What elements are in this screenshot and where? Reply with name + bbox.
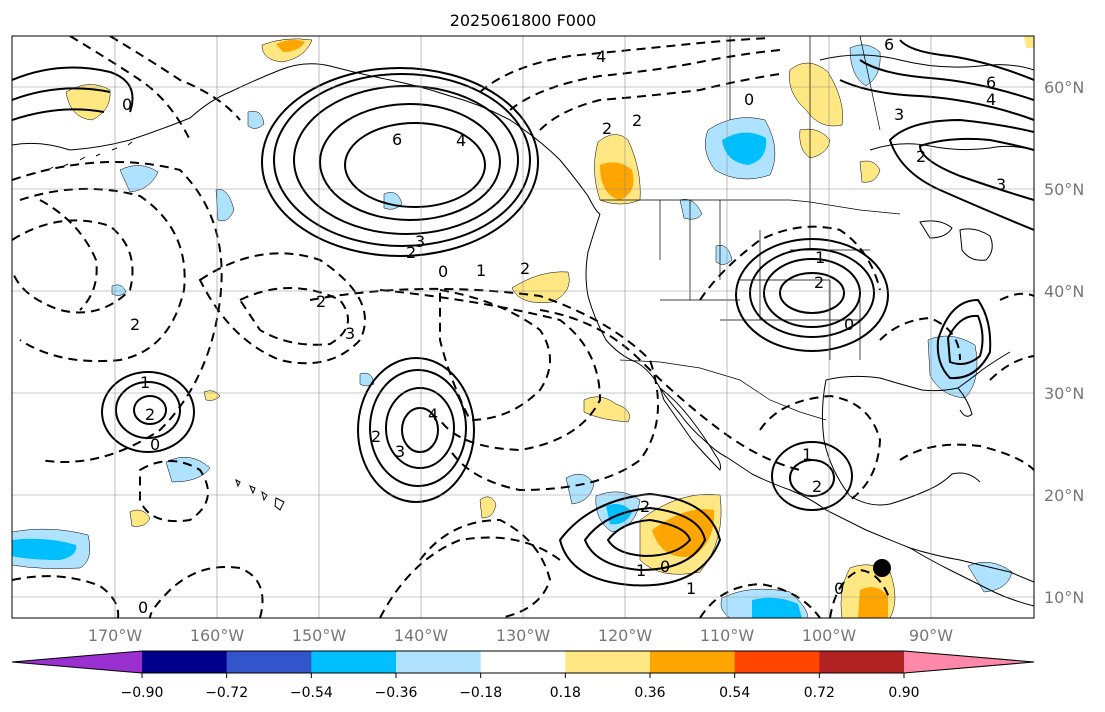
contour-label: 0 bbox=[150, 435, 160, 454]
contour-label: 1 bbox=[636, 561, 646, 580]
lat-label: 30°N bbox=[1044, 384, 1084, 403]
colorbar-tick-label: −0.18 bbox=[459, 685, 502, 701]
colorbar-tick-label: −0.72 bbox=[205, 685, 248, 701]
contour-label: 4 bbox=[456, 131, 466, 150]
lat-label: 10°N bbox=[1044, 588, 1084, 607]
contour-label: 3 bbox=[894, 105, 904, 124]
contour-label: 1 bbox=[140, 373, 150, 392]
contour-label: 2 bbox=[520, 259, 530, 278]
contour-label: 2 bbox=[814, 273, 824, 292]
colorbar-tick-label: −0.54 bbox=[290, 685, 333, 701]
contour-label: 0 bbox=[660, 557, 670, 576]
contour-label: 3 bbox=[395, 442, 405, 461]
positive-contours bbox=[12, 39, 1034, 587]
colorbar-tick-label: −0.90 bbox=[121, 685, 164, 701]
contour-label: 0 bbox=[438, 262, 448, 281]
contour-label: 2 bbox=[602, 119, 612, 138]
contour-label: 4 bbox=[428, 405, 438, 424]
latitude-labels: 60°N 50°N 40°N 30°N 20°N 10°N bbox=[1044, 78, 1084, 607]
lon-label: 170°W bbox=[88, 626, 143, 645]
contour-label: 2 bbox=[130, 315, 140, 334]
location-marker bbox=[873, 559, 891, 577]
colorbar-segment bbox=[396, 651, 482, 673]
colorbar-ticks: −0.90 −0.72 −0.54 −0.36 −0.18 0.18 0.36 0.54 0.7… bbox=[121, 673, 920, 701]
contour-labels: 6 4 3 2 1 2 0 4 3 2 1 2 0 1 2 0 1 2 2 3 … bbox=[122, 35, 1006, 617]
contour-label: 0 bbox=[138, 598, 148, 617]
contour-label: 2 bbox=[371, 427, 381, 446]
colorbar-tick-label: 0.36 bbox=[634, 685, 665, 701]
contour-label: 6 bbox=[986, 73, 996, 92]
contour-label: 3 bbox=[415, 232, 425, 251]
borders bbox=[600, 36, 901, 421]
contour-label: 2 bbox=[812, 477, 822, 496]
contour-label: 3 bbox=[345, 324, 355, 343]
shading bbox=[12, 36, 1034, 618]
contour-label: 6 bbox=[884, 35, 894, 54]
colorbar-tick-label: −0.36 bbox=[375, 685, 418, 701]
lon-label: 150°W bbox=[292, 626, 347, 645]
lon-label: 130°W bbox=[496, 626, 551, 645]
lon-label: 140°W bbox=[394, 626, 449, 645]
contour-label: 0 bbox=[122, 95, 132, 114]
contour-label: 2 bbox=[916, 147, 926, 166]
colorbar-tick-label: 0.54 bbox=[719, 685, 750, 701]
colorbar-segment bbox=[311, 651, 397, 673]
colorbar-segment bbox=[142, 651, 228, 673]
lat-label: 20°N bbox=[1044, 486, 1084, 505]
contour-label: 2 bbox=[640, 497, 650, 516]
contour-label: 1 bbox=[686, 579, 696, 598]
contour-label: 0 bbox=[834, 579, 844, 598]
colorbar-tick-label: 0.72 bbox=[804, 685, 835, 701]
contour-label: 2 bbox=[406, 243, 416, 262]
lat-label: 40°N bbox=[1044, 282, 1084, 301]
lon-label: 120°W bbox=[598, 626, 653, 645]
contour-label: 0 bbox=[744, 90, 754, 109]
lat-label: 50°N bbox=[1044, 180, 1084, 199]
contour-label: 6 bbox=[392, 130, 402, 149]
map-title: 2025061800 F000 bbox=[450, 11, 597, 30]
contour-label: 2 bbox=[316, 292, 326, 311]
contour-label: 4 bbox=[596, 47, 606, 66]
contour-label: 2 bbox=[632, 111, 642, 130]
gridlines bbox=[12, 36, 1034, 618]
colorbar-segment bbox=[734, 651, 820, 673]
contour-label: 4 bbox=[986, 90, 996, 109]
contour-label: 3 bbox=[996, 175, 1006, 194]
map-frame bbox=[11, 35, 1035, 619]
contour-label: 2 bbox=[145, 405, 155, 424]
contour-label: 1 bbox=[802, 445, 812, 464]
contour-label: 0 bbox=[844, 315, 854, 334]
longitude-labels: 170°W 160°W 150°W 140°W 130°W 120°W 110°… bbox=[88, 626, 953, 645]
colorbar-segment bbox=[565, 651, 651, 673]
colorbar-segment bbox=[650, 651, 736, 673]
lat-label: 60°N bbox=[1044, 78, 1084, 97]
contour-label: 1 bbox=[476, 261, 486, 280]
colorbar-extend-min bbox=[12, 651, 142, 673]
colorbar-tick-label: 0.18 bbox=[550, 685, 581, 701]
contour-label: 1 bbox=[815, 248, 825, 267]
colorbar-extend-max bbox=[904, 651, 1034, 673]
negative-contours bbox=[12, 36, 1034, 618]
lon-label: 90°W bbox=[909, 626, 953, 645]
lon-label: 160°W bbox=[190, 626, 245, 645]
colorbar-tick-label: 0.90 bbox=[888, 685, 919, 701]
colorbar-segment bbox=[819, 651, 905, 673]
lon-label: 100°W bbox=[802, 626, 857, 645]
lon-label: 110°W bbox=[700, 626, 755, 645]
coastlines bbox=[12, 54, 1034, 607]
colorbar bbox=[11, 650, 1035, 674]
colorbar-segment bbox=[480, 651, 566, 673]
colorbar-segment bbox=[226, 651, 312, 673]
